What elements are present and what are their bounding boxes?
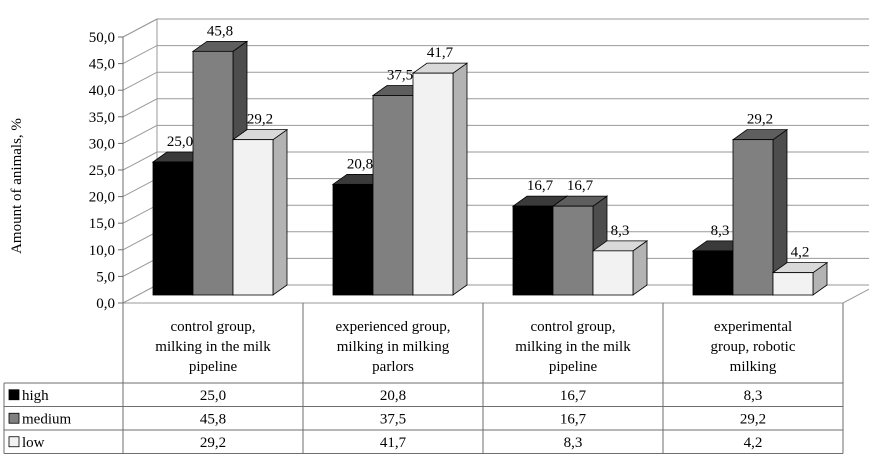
- y-tick-label: 35,0: [89, 110, 115, 126]
- legend-label-low: low: [22, 435, 45, 451]
- bar-front: [192, 50, 234, 296]
- bar-front: [412, 72, 454, 296]
- category-label: milking in milking: [337, 339, 450, 355]
- y-tick-label: 45,0: [89, 57, 115, 73]
- gridline: [122, 18, 869, 38]
- gridline: [122, 98, 869, 118]
- legend-label-medium: medium: [22, 411, 71, 427]
- category-label: pipeline: [549, 359, 598, 375]
- bar-low: [231, 128, 289, 296]
- y-tick-label: 25,0: [89, 163, 115, 179]
- data-label: 29,2: [747, 112, 773, 128]
- legend-label-high: high: [22, 388, 49, 404]
- y-tick-label: 5,0: [96, 269, 115, 285]
- data-label: 25,0: [167, 134, 193, 150]
- legend-swatch-high: [8, 389, 20, 401]
- table-cell-value: 16,7: [560, 388, 587, 404]
- data-label: 29,2: [247, 112, 273, 128]
- table-cell-value: 41,7: [380, 435, 407, 451]
- bar-front: [512, 205, 554, 296]
- y-axis: 0,0 5,0 10,0 15,0 20,0 25,0 30,0 35,0 40,0 45,0 50…: [89, 30, 124, 312]
- bar-side: [272, 128, 288, 296]
- gridline: [122, 151, 869, 171]
- table-cell-value: 29,2: [200, 435, 226, 451]
- bar-front: [152, 161, 194, 296]
- category-label: control group,: [171, 319, 256, 335]
- data-label: 45,8: [207, 23, 233, 39]
- bar-side: [452, 62, 468, 296]
- data-label: 37,5: [387, 68, 413, 84]
- category-label: milking in the milk: [155, 339, 271, 355]
- data-label: 8,3: [611, 223, 630, 239]
- data-labels: 25,0 45,8 29,2 20,8 37,5 41,7 16,7 16,7 8,3 8,3 29…: [167, 23, 810, 260]
- y-tick-label: 50,0: [89, 30, 115, 46]
- table-cell-value: 4,2: [744, 435, 763, 451]
- data-label: 20,8: [347, 156, 373, 172]
- bar-front: [732, 139, 774, 296]
- table-cell-value: 25,0: [200, 388, 226, 404]
- bar-low: [771, 261, 829, 296]
- data-label: 16,7: [527, 178, 554, 194]
- bar-low: [591, 240, 649, 296]
- bar-front: [372, 95, 414, 296]
- bars: [151, 40, 829, 296]
- floor: [122, 284, 869, 304]
- y-tick-label: 15,0: [89, 216, 115, 232]
- y-tick-label: 10,0: [89, 243, 115, 259]
- y-tick-label: 30,0: [89, 136, 115, 152]
- category-label: pipeline: [189, 359, 238, 375]
- legend-swatch-medium: [8, 412, 20, 424]
- category-label: parlors: [372, 359, 414, 375]
- data-label: 41,7: [427, 45, 454, 61]
- bar-front: [552, 205, 594, 296]
- y-tick-label: 0,0: [96, 296, 115, 312]
- data-label: 4,2: [791, 245, 810, 261]
- data-label: 8,3: [711, 223, 730, 239]
- legend-swatch-low: [8, 436, 20, 448]
- table-cell-value: 20,8: [380, 388, 406, 404]
- data-table: control group, milking in the milk pipelin…: [3, 303, 844, 454]
- category-label: experimental: [714, 319, 792, 335]
- y-tick-label: 40,0: [89, 83, 115, 99]
- category-label: group, robotic: [711, 339, 796, 355]
- table-cell-value: 16,7: [560, 411, 587, 427]
- category-label: milking: [730, 359, 777, 375]
- bar-front: [332, 183, 374, 296]
- table-cell-value: 29,2: [740, 411, 766, 427]
- gridline: [122, 45, 869, 65]
- table-cell-value: 37,5: [380, 411, 406, 427]
- y-tick-label: 20,0: [89, 190, 115, 206]
- y-axis-label: Amount of animals, %: [9, 118, 25, 254]
- category-label: experienced group,: [336, 319, 451, 335]
- table-cell-value: 45,8: [200, 411, 226, 427]
- bar-medium: [731, 128, 789, 296]
- gridline: [122, 71, 869, 91]
- bar-front: [232, 139, 274, 296]
- category-label: control group,: [531, 319, 616, 335]
- table-cell-value: 8,3: [564, 435, 583, 451]
- bar-front: [772, 272, 814, 296]
- gridline: [122, 124, 869, 144]
- bar-front: [692, 250, 734, 296]
- table-cell-value: 8,3: [744, 388, 763, 404]
- category-label: milking in the milk: [515, 339, 631, 355]
- bar-front: [592, 250, 634, 296]
- data-label: 16,7: [567, 178, 594, 194]
- bar-low: [411, 62, 469, 296]
